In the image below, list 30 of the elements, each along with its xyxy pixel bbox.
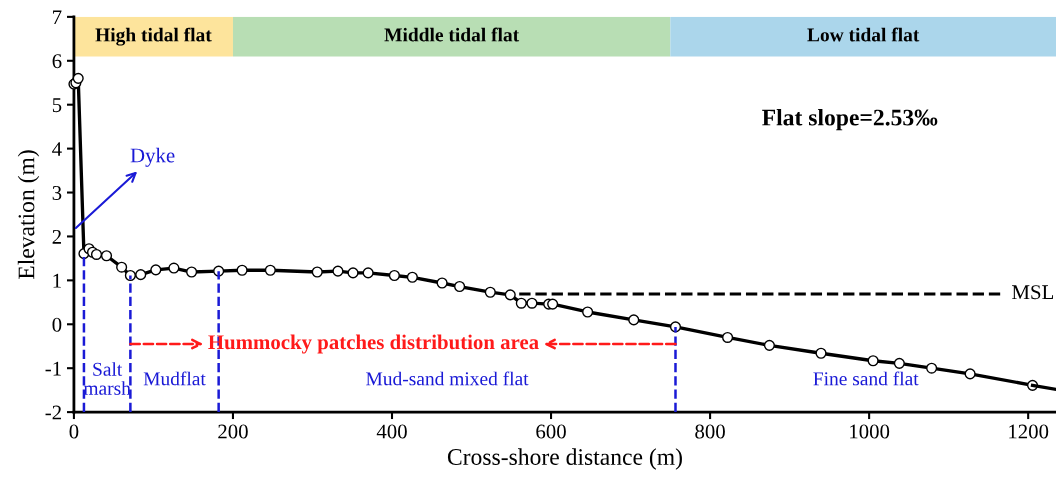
y-axis-title: Elevation (m) [17, 150, 40, 280]
y-tick-label: 7 [53, 10, 62, 25]
y-tick-label: 0 [52, 317, 62, 332]
annotation: Mud-sand mixed flat [366, 371, 529, 386]
x-tick-label: 600 [536, 424, 566, 439]
band-label: High tidal flat [95, 27, 212, 46]
annotation: Dyke [130, 147, 175, 167]
annotation: Hummocky patches distribution area [208, 334, 539, 354]
annotation: Fine sand flat [813, 371, 919, 386]
y-tick-label: 4 [52, 142, 62, 156]
band-label: Low tidal flat [807, 27, 920, 42]
y-tick-label: -2 [45, 405, 61, 420]
band-label: Middle tidal flat [384, 27, 520, 42]
y-tick-label: 5 [52, 98, 62, 113]
y-tick-label: 6 [52, 54, 62, 69]
x-tick-label: 200 [218, 424, 248, 439]
x-tick-label: 800 [695, 424, 725, 439]
annotation: Salt marsh [83, 362, 131, 395]
y-tick-label: -1 [45, 361, 61, 376]
y-tick-label: 2 [52, 229, 61, 244]
series-label: MSL [1012, 285, 1054, 300]
x-tick-label: 1000 [850, 424, 890, 439]
x-tick-label: 1200 [1009, 424, 1049, 439]
x-axis-title: Cross-shore distance (m) [447, 448, 682, 470]
annotation: Mudflat [143, 371, 206, 386]
y-tick-label: 1 [53, 273, 61, 288]
y-tick-label: 3 [52, 185, 62, 200]
annotation: Flat slope=2.53‰ [762, 108, 938, 131]
x-tick-label: 0 [69, 424, 79, 439]
x-tick-label: 400 [376, 424, 407, 439]
